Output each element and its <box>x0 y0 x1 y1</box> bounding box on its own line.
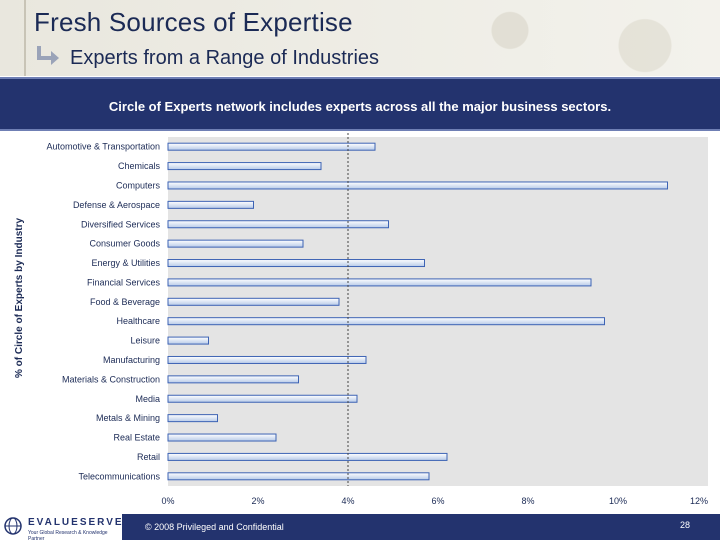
chart-area: Automotive & Transportation Chemicals Comp… <box>0 133 720 513</box>
bar <box>167 472 430 481</box>
x-tick-label: 4% <box>341 496 354 506</box>
bar <box>167 317 605 326</box>
bar <box>167 278 592 287</box>
summary-band: Circle of Experts network includes exper… <box>0 77 720 131</box>
category-label: Telecommunications <box>78 471 160 481</box>
bar <box>167 297 340 306</box>
bar <box>167 394 358 403</box>
category-label: Media <box>135 394 160 404</box>
bar <box>167 355 367 364</box>
category-label: Defense & Aerospace <box>73 200 160 210</box>
bar <box>167 239 304 248</box>
slide-title: Fresh Sources of Expertise <box>34 7 353 37</box>
category-label: Energy & Utilities <box>91 258 160 268</box>
plot-background <box>168 137 708 486</box>
bar <box>167 142 376 151</box>
header-decoration <box>420 0 720 76</box>
x-tick-label: 6% <box>431 496 444 506</box>
category-label: Materials & Construction <box>62 374 160 384</box>
bar <box>167 433 277 442</box>
x-tick-label: 10% <box>609 496 627 506</box>
bar <box>167 336 209 345</box>
x-tick-label: 12% <box>690 496 708 506</box>
category-label: Chemicals <box>118 161 161 171</box>
category-label: Real Estate <box>113 433 160 443</box>
category-label: Food & Beverage <box>90 297 160 307</box>
logo-tagline: Your Global Research & Knowledge Partner <box>28 530 108 542</box>
category-label: Manufacturing <box>103 355 160 365</box>
bar <box>167 375 299 384</box>
bar <box>167 200 254 209</box>
category-label: Retail <box>137 452 160 462</box>
slide-subtitle: Experts from a Range of Industries <box>70 47 380 69</box>
summary-text: Circle of Experts network includes exper… <box>108 99 612 114</box>
header-divider <box>24 0 26 76</box>
bar <box>167 181 668 190</box>
category-label: Healthcare <box>116 316 160 326</box>
category-label: Leisure <box>130 336 160 346</box>
bar <box>167 414 218 423</box>
globe-icon <box>4 517 22 535</box>
category-label: Computers <box>116 180 161 190</box>
page-number: 28 <box>680 520 691 530</box>
copyright-text: © 2008 Privileged and Confidential <box>145 522 284 532</box>
bar <box>167 220 389 229</box>
bar <box>167 162 322 171</box>
logo-name: EVALUESERVE <box>28 517 124 528</box>
bent-arrow-icon <box>37 46 59 65</box>
y-axis-label: % of Circle of Experts by Industry <box>14 217 25 378</box>
category-label: Consumer Goods <box>89 239 160 249</box>
x-tick-label: 8% <box>521 496 534 506</box>
category-label: Metals & Mining <box>96 413 160 423</box>
x-tick-label: 0% <box>161 496 174 506</box>
category-label: Diversified Services <box>81 219 161 229</box>
company-logo: EVALUESERVE Your Global Research & Knowl… <box>0 514 124 542</box>
bar <box>167 452 448 461</box>
bar <box>167 259 425 268</box>
slide-header: Fresh Sources of Expertise Experts from … <box>0 0 720 76</box>
x-tick-label: 2% <box>251 496 264 506</box>
category-label: Automotive & Transportation <box>46 142 160 152</box>
bar-chart: Automotive & Transportation Chemicals Comp… <box>46 133 708 506</box>
category-label: Financial Services <box>87 277 161 287</box>
